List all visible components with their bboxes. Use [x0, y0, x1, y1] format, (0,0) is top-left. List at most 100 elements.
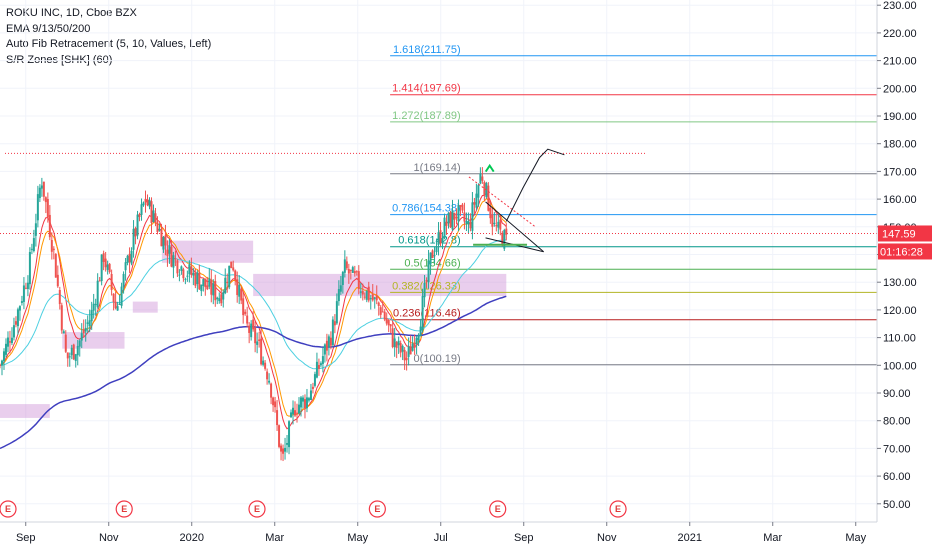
fib-label: 0(100.19)	[414, 353, 461, 365]
candle-body	[64, 334, 67, 352]
countdown-tag	[878, 243, 932, 260]
candle-body	[501, 232, 504, 246]
candle-body	[152, 210, 155, 222]
candle-body	[415, 338, 418, 345]
candle-body	[72, 344, 75, 360]
candle-body	[238, 284, 241, 297]
candle-body	[88, 320, 91, 326]
candle-body	[82, 329, 85, 334]
candle-body	[286, 443, 289, 445]
candle-body	[395, 342, 398, 348]
candle-body	[180, 266, 183, 271]
candle-body	[447, 212, 450, 224]
candle-body	[483, 182, 486, 196]
candle-body	[445, 221, 448, 226]
candle-body	[453, 212, 456, 220]
candle-body	[118, 303, 121, 305]
candle-body	[166, 249, 169, 256]
candle-body	[164, 235, 167, 246]
candle-body	[433, 255, 436, 257]
price-tick-label: 190.00	[883, 111, 917, 123]
candle-body	[212, 283, 215, 296]
sr-zone	[161, 240, 254, 263]
candle-body	[14, 321, 17, 325]
candle-body	[234, 270, 237, 280]
candle-body	[210, 279, 213, 295]
candle-body	[186, 275, 189, 277]
price-tick-label: 120.00	[883, 305, 917, 317]
candle-body	[407, 346, 410, 357]
time-tick-label: Nov	[99, 532, 119, 544]
forecast-path	[505, 148, 565, 222]
candle-body	[459, 205, 462, 207]
candle-body	[216, 297, 219, 300]
candle-body	[58, 290, 61, 305]
candle-body	[242, 298, 245, 316]
candle-body	[405, 357, 408, 361]
candle-body	[383, 311, 386, 320]
candle-body	[196, 272, 199, 285]
candle-body	[112, 293, 115, 303]
candle-body	[214, 280, 217, 301]
candle-body	[208, 278, 211, 287]
candle-body	[130, 250, 133, 264]
candle-body	[497, 221, 500, 228]
candle-body	[134, 228, 137, 237]
candle-body	[355, 271, 358, 273]
candle-body	[451, 210, 454, 230]
candle-body	[10, 337, 13, 344]
earnings-marker-label: E	[254, 504, 260, 514]
candle-body	[192, 272, 195, 276]
candle-body	[387, 319, 390, 326]
candle-body	[469, 222, 472, 229]
candle-body	[479, 173, 482, 184]
candle-body	[449, 212, 452, 228]
candle-body	[343, 259, 346, 273]
drawings	[468, 148, 565, 253]
candle-body	[92, 303, 95, 311]
fib-label: 0.5(134.66)	[404, 257, 460, 269]
price-tick-label: 100.00	[883, 360, 917, 372]
candle-body	[48, 214, 51, 238]
price-tick-label: 80.00	[883, 416, 911, 428]
fib-levels: 1.618(211.75) 1.414(197.69) 1.272(187.89) 1…	[0, 44, 877, 366]
candle-body	[228, 265, 231, 288]
price-tick-label: 70.00	[883, 443, 911, 455]
candle-body	[296, 412, 299, 414]
candle-body	[473, 202, 476, 205]
candle-body	[284, 447, 287, 452]
countdown-label: 01:16:28	[880, 246, 923, 258]
price-tick-label: 200.00	[883, 83, 917, 95]
candle-body	[361, 291, 364, 295]
candle-body	[178, 274, 181, 276]
price-tick-label: 50.00	[883, 499, 911, 511]
price-tick-label: 160.00	[883, 194, 917, 206]
candle-body	[377, 302, 380, 307]
indicator-ema[interactable]: EMA 9/13/50/200	[6, 22, 91, 35]
candle-body	[128, 253, 131, 263]
candle-body	[96, 280, 99, 307]
candle-body	[258, 339, 261, 342]
indicator-sr[interactable]: S/R Zones [SHK] (60)	[6, 53, 113, 66]
candle-body	[505, 228, 508, 235]
candle-body	[489, 207, 492, 219]
earnings-marker-icon	[248, 500, 266, 518]
candle-body	[46, 199, 49, 218]
price-axis[interactable]: 50.00 60.00 70.00 80.00 90.00 100.00 110.00 120…	[876, 0, 932, 550]
candle-body	[441, 238, 444, 244]
candle-body	[80, 333, 83, 341]
candle-body	[86, 322, 89, 324]
candle-body	[206, 285, 209, 290]
symbol-title[interactable]: ROKU INC, 1D, Cboe BZX	[6, 7, 137, 19]
candle-body	[108, 263, 111, 272]
candle-body	[84, 327, 87, 332]
price-tick-label: 220.00	[883, 28, 917, 40]
candle-body	[142, 202, 145, 206]
time-axis[interactable]: Sep Nov 2020 Mar May Jul Sep Nov 2021 Mar May	[0, 521, 877, 544]
time-tick-label: May	[845, 532, 866, 544]
candle-body	[389, 324, 392, 327]
candle-body	[98, 280, 101, 282]
candle-body	[409, 346, 412, 355]
sr-zone	[132, 301, 158, 313]
